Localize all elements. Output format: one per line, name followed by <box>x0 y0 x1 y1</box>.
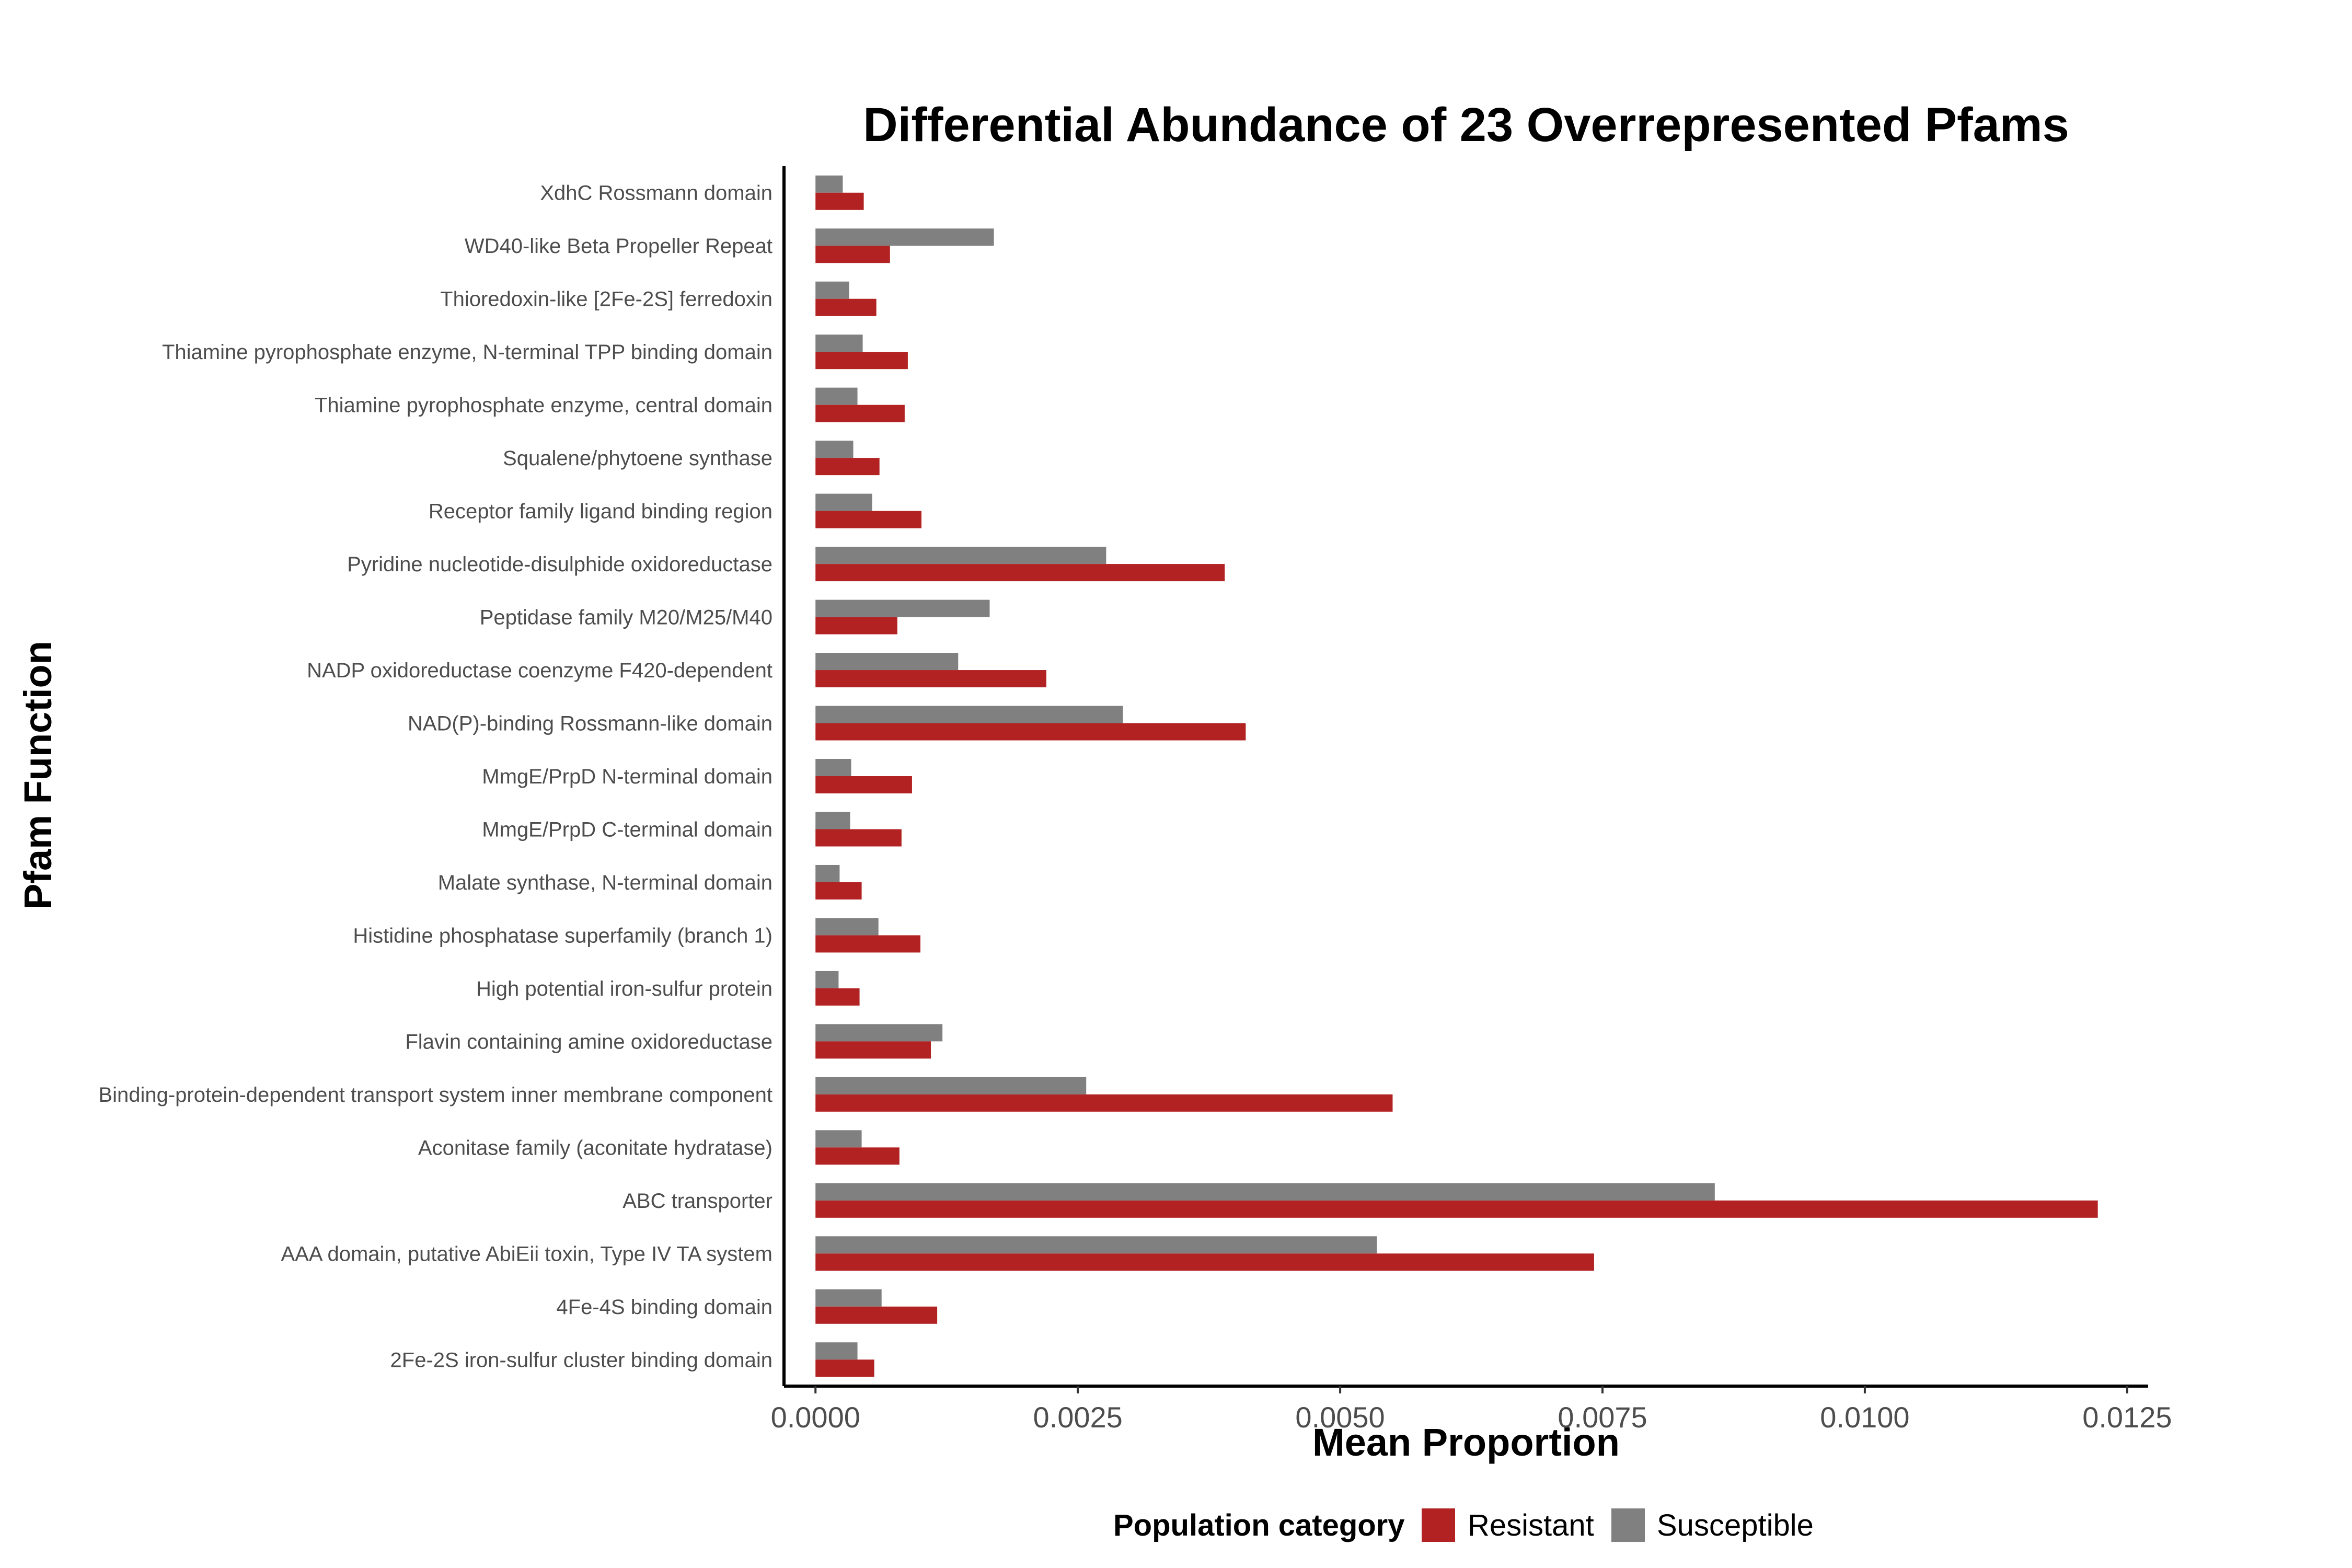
category-label: High potential iron-sulfur protein <box>476 977 773 1000</box>
x-axis-title: Mean Proportion <box>1312 1421 1620 1464</box>
category-label: NADP oxidoreductase coenzyme F420-depend… <box>307 659 773 682</box>
bar-susceptible <box>815 1183 1715 1201</box>
bar-resistant <box>815 1359 874 1377</box>
legend-label-resistant: Resistant <box>1468 1508 1594 1542</box>
bar-susceptible <box>815 1289 882 1307</box>
category-label: Peptidase family M20/M25/M40 <box>480 606 773 629</box>
x-tick-label: 0.0025 <box>1033 1401 1123 1434</box>
bar-resistant <box>815 1253 1594 1271</box>
bar-resistant <box>815 1147 900 1165</box>
category-label: Binding-protein-dependent transport syst… <box>98 1083 773 1106</box>
category-label: XdhC Rossmann domain <box>540 182 773 205</box>
category-label: MmgE/PrpD N-terminal domain <box>482 765 773 788</box>
category-label: Receptor family ligand binding region <box>429 500 773 523</box>
bar-resistant <box>815 1094 1393 1112</box>
category-label: Squalene/phytoene synthase <box>503 447 773 470</box>
bar-susceptible <box>815 228 994 246</box>
legend-label-susceptible: Susceptible <box>1657 1508 1814 1542</box>
bar-resistant <box>815 352 908 370</box>
bar-susceptible <box>815 335 863 352</box>
category-label: Thiamine pyrophosphate enzyme, central d… <box>315 394 773 417</box>
bar-susceptible <box>815 1077 1087 1094</box>
bar-susceptible <box>815 759 851 776</box>
bar-resistant <box>815 246 890 263</box>
x-tick-label: 0.0000 <box>771 1401 860 1434</box>
category-label: Histidine phosphatase superfamily (branc… <box>353 924 773 947</box>
category-label: 2Fe-2S iron-sulfur cluster binding domai… <box>390 1348 773 1371</box>
bar-susceptible <box>815 864 840 882</box>
bar-resistant <box>815 723 1246 741</box>
bar-resistant <box>815 298 877 316</box>
axes: 0.0000 0.0025 0.0050 0.0075 0.0100 0.0125 <box>771 166 2172 1434</box>
category-label: Malate synthase, N-terminal domain <box>438 871 773 894</box>
x-tick-label: 0.0100 <box>1820 1401 1909 1434</box>
bar-susceptible <box>815 653 959 671</box>
category-label: 4Fe-4S binding domain <box>556 1296 773 1319</box>
bar-resistant <box>815 1200 2098 1218</box>
bar-susceptible <box>815 1130 862 1148</box>
legend-key-susceptible <box>1611 1508 1645 1542</box>
bar-susceptible <box>815 493 872 511</box>
y-axis-title: Pfam Function <box>16 641 60 909</box>
bars-layer <box>815 175 2098 1377</box>
category-label: AAA domain, putative AbiEii toxin, Type … <box>281 1242 773 1265</box>
x-tick-label: 0.0075 <box>1558 1401 1647 1434</box>
bar-susceptible <box>815 175 843 193</box>
bar-susceptible <box>815 441 854 458</box>
bar-susceptible <box>815 706 1123 723</box>
legend: Population category Resistant Susceptible <box>1113 1508 1814 1542</box>
legend-title: Population category <box>1113 1508 1405 1542</box>
bar-resistant <box>815 564 1225 582</box>
bar-susceptible <box>815 281 849 299</box>
bar-resistant <box>815 829 902 847</box>
bar-susceptible <box>815 1342 858 1360</box>
bar-resistant <box>815 192 864 210</box>
bar-susceptible <box>815 547 1106 564</box>
bar-susceptible <box>815 599 990 617</box>
legend-key-resistant <box>1422 1508 1455 1542</box>
bar-susceptible <box>815 1236 1377 1254</box>
category-label: Flavin containing amine oxidoreductase <box>405 1030 773 1053</box>
category-label: ABC transporter <box>622 1190 773 1213</box>
bar-resistant <box>815 935 920 953</box>
category-label: Thioredoxin-like [2Fe-2S] ferredoxin <box>440 288 773 311</box>
bar-resistant <box>815 776 912 793</box>
category-label: MmgE/PrpD C-terminal domain <box>482 818 773 841</box>
category-label: Pyridine nucleotide-disulphide oxidoredu… <box>347 553 773 576</box>
category-label: WD40-like Beta Propeller Repeat <box>465 235 773 258</box>
x-tick-label: 0.0050 <box>1295 1401 1385 1434</box>
bar-resistant <box>815 511 922 528</box>
bar-resistant <box>815 617 897 635</box>
bar-resistant <box>815 1306 938 1324</box>
bar-resistant <box>815 670 1046 688</box>
bar-susceptible <box>815 812 850 829</box>
bar-resistant <box>815 405 905 422</box>
bar-susceptible <box>815 971 839 988</box>
x-tick-label: 0.0125 <box>2082 1401 2172 1434</box>
bar-resistant <box>815 1041 931 1059</box>
bar-susceptible <box>815 387 858 405</box>
category-labels: XdhC Rossmann domain WD40-like Beta Prope… <box>98 182 773 1372</box>
bar-susceptible <box>815 918 879 936</box>
category-label: Aconitase family (aconitate hydratase) <box>418 1136 773 1159</box>
chart-title: Differential Abundance of 23 Overreprese… <box>863 98 2069 152</box>
category-label: NAD(P)-binding Rossmann-like domain <box>408 712 773 735</box>
bar-resistant <box>815 988 860 1006</box>
category-label: Thiamine pyrophosphate enzyme, N-termina… <box>162 341 773 364</box>
bar-susceptible <box>815 1024 943 1042</box>
bar-resistant <box>815 458 880 476</box>
bar-resistant <box>815 882 862 900</box>
